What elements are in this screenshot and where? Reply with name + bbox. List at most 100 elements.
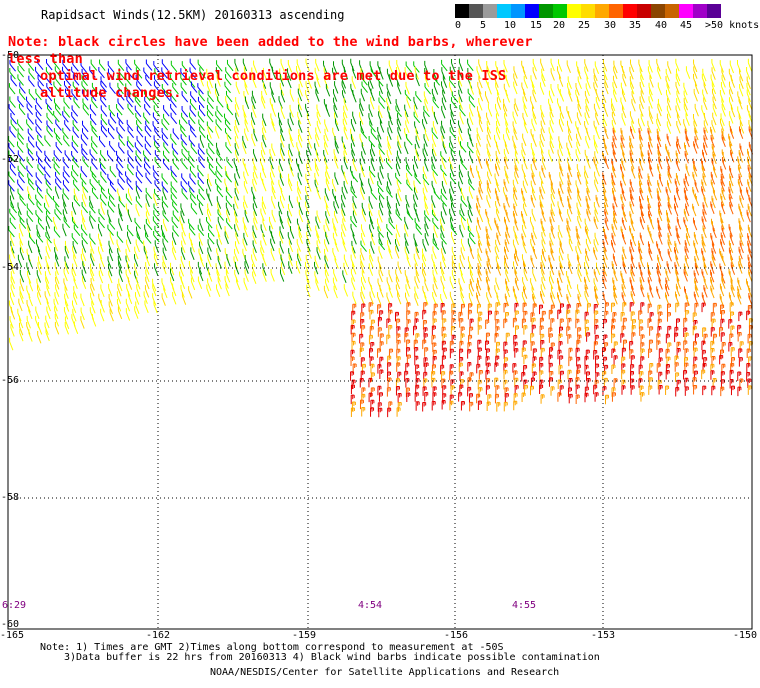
wind-barb — [495, 385, 500, 395]
wind-barb — [198, 188, 206, 201]
wind-barb — [325, 231, 330, 245]
wind-barb — [729, 60, 735, 74]
wind-barb — [63, 135, 70, 147]
wind-barb — [46, 262, 51, 276]
wind-barb — [207, 239, 212, 252]
wind-barb — [739, 224, 744, 238]
wind-barb — [549, 240, 554, 254]
wind-barb — [107, 61, 115, 73]
wind-barb — [377, 348, 382, 358]
wind-barb — [720, 379, 725, 389]
wind-barb — [440, 303, 445, 313]
wind-barb — [611, 333, 616, 344]
wind-barb — [307, 246, 312, 259]
wind-barb — [125, 298, 131, 312]
wind-barb — [17, 179, 24, 191]
wind-barb — [694, 81, 700, 95]
wind-barb — [513, 253, 519, 267]
wind-barb — [63, 106, 71, 118]
wind-barb — [604, 202, 609, 215]
wind-barb — [216, 142, 221, 156]
wind-barb — [136, 284, 141, 298]
wind-barb — [144, 163, 151, 175]
wind-barb — [477, 171, 483, 185]
wind-barb — [496, 223, 501, 237]
wind-barb — [539, 362, 544, 373]
wind-barb — [703, 284, 708, 298]
wind-barb — [395, 311, 400, 322]
wind-barb — [612, 203, 617, 216]
wind-barb — [99, 263, 104, 277]
wind-barb — [289, 134, 295, 148]
wind-barb — [361, 209, 367, 222]
wind-barb — [19, 82, 26, 94]
wind-barb — [512, 363, 517, 373]
wind-barb — [566, 326, 571, 336]
wind-barb — [477, 379, 482, 390]
wind-barb — [503, 59, 508, 73]
wind-barb — [107, 127, 115, 140]
wind-barb — [703, 276, 708, 290]
wind-barb — [395, 233, 401, 247]
wind-barb — [468, 262, 474, 276]
wind-barb — [495, 256, 501, 269]
wind-barb — [621, 276, 626, 290]
wind-barb — [189, 187, 196, 199]
wind-barb — [503, 302, 508, 313]
wind-barb — [728, 186, 733, 200]
wind-barb — [369, 325, 374, 336]
wind-barb — [109, 82, 116, 94]
wind-barb — [163, 150, 170, 163]
wind-barb — [505, 284, 511, 298]
wind-barb — [360, 286, 366, 299]
wind-barb — [424, 210, 431, 222]
wind-barb — [351, 149, 356, 163]
wind-barb — [72, 263, 77, 277]
wind-barb — [595, 96, 601, 110]
wind-barb — [540, 120, 545, 134]
wind-barb — [53, 98, 61, 110]
wind-barb — [666, 82, 671, 95]
wind-barb — [505, 194, 510, 208]
wind-barb — [153, 203, 160, 215]
wind-barb — [64, 120, 71, 132]
wind-barb — [314, 271, 319, 284]
wind-barb — [711, 385, 716, 396]
wind-barb — [26, 143, 34, 155]
wind-barb — [657, 66, 662, 80]
wind-barb — [136, 276, 141, 290]
wind-barb — [701, 340, 706, 351]
wind-barb — [90, 59, 98, 71]
wind-barb — [611, 142, 617, 155]
wind-barb — [360, 292, 365, 305]
wind-barb — [558, 255, 564, 269]
wind-barb — [719, 327, 724, 337]
wind-barb — [530, 312, 535, 322]
wind-barb — [504, 393, 509, 403]
wind-barb — [17, 66, 24, 78]
wind-barb — [613, 341, 618, 351]
wind-barb — [181, 112, 188, 125]
wind-barb — [685, 163, 690, 177]
wind-barb — [287, 118, 292, 132]
wind-barb — [710, 269, 715, 283]
wind-barb — [424, 202, 430, 216]
wind-barb — [98, 246, 103, 260]
wind-barb — [368, 302, 373, 312]
wind-barb — [477, 233, 483, 246]
wind-barb — [575, 226, 580, 239]
wind-barb — [584, 355, 589, 366]
wind-barb — [640, 392, 645, 402]
wind-barb — [170, 165, 177, 178]
wind-barb — [539, 317, 544, 328]
wind-barb — [333, 97, 338, 111]
wind-barb — [712, 103, 717, 117]
wind-barb — [649, 164, 654, 177]
wind-barb — [737, 59, 742, 73]
wind-barb — [467, 225, 475, 238]
wind-barb — [359, 333, 364, 344]
wind-barb — [197, 172, 205, 184]
wind-barb — [532, 106, 537, 119]
wind-barb — [612, 82, 617, 95]
wind-barb — [395, 66, 401, 80]
